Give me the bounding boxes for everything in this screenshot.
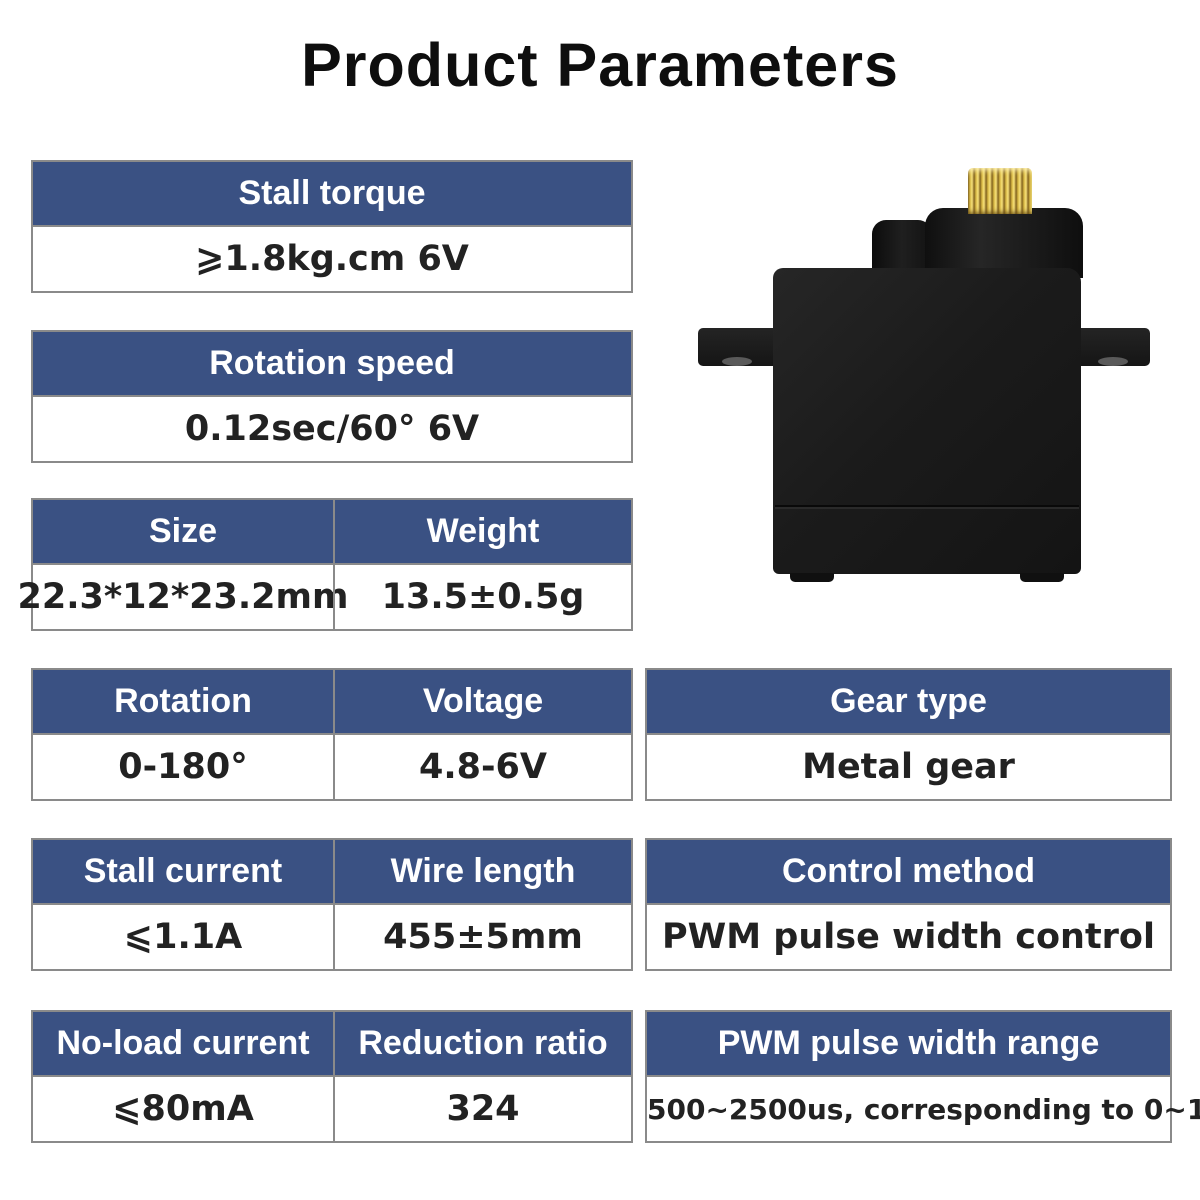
page-title: Product Parameters [301, 31, 899, 99]
pwm-pulse-width-range-table: PWM pulse width range 500~2500us, corres… [645, 1010, 1200, 1143]
servo-left-foot [790, 573, 834, 582]
size-header: Size [148, 512, 218, 550]
weight-header: Weight [333, 500, 631, 563]
control-method-header: Control method [781, 852, 1036, 890]
servo-motor-image [690, 160, 1160, 600]
voltage-value: 4.8-6V [333, 735, 631, 799]
voltage-header: Voltage [333, 670, 631, 733]
servo-right-screw-hole [1098, 357, 1128, 366]
stall-torque-value: ⩾1.8kg.cm 6V [195, 239, 469, 279]
reduction-ratio-header: Reduction ratio [333, 1012, 631, 1075]
servo-case-seam [775, 505, 1079, 507]
wire-length-header: Wire length [333, 840, 631, 903]
no-load-current-value: ⩽80mA [112, 1089, 254, 1129]
servo-main-gear-housing [925, 208, 1083, 278]
rotation-voltage-table: Rotation Voltage 0-180° 4.8-6V [31, 668, 633, 801]
stall-current-header: Stall current [83, 852, 283, 890]
stall-torque-header: Stall torque [238, 174, 426, 212]
wire-length-value: 455±5mm [333, 905, 631, 969]
size-value: 22.3*12*23.2mm [17, 577, 349, 617]
stall-torque-table: Stall torque ⩾1.8kg.cm 6V [31, 160, 633, 293]
control-method-value: PWM pulse width control [662, 917, 1155, 957]
stall-current-wire-length-table: Stall current Wire length ⩽1.1A 455±5mm [31, 838, 633, 971]
rotation-speed-value: 0.12sec/60° 6V [184, 409, 480, 449]
gear-type-table: Gear type Metal gear [645, 668, 1172, 801]
rotation-speed-table: Rotation speed 0.12sec/60° 6V [31, 330, 633, 463]
servo-brass-gear-shaft [968, 168, 1032, 214]
reduction-ratio-value: 324 [333, 1077, 631, 1141]
control-method-table: Control method PWM pulse width control [645, 838, 1172, 971]
servo-left-screw-hole [722, 357, 752, 366]
pwm-range-header: PWM pulse width range [717, 1024, 1100, 1062]
servo-right-foot [1020, 573, 1064, 582]
size-weight-table: Size Weight 22.3*12*23.2mm 13.5±0.5g [17, 498, 633, 631]
rotation-value: 0-180° [118, 747, 248, 787]
servo-body [773, 268, 1081, 574]
rotation-speed-header: Rotation speed [209, 344, 455, 382]
gear-type-header: Gear type [830, 682, 987, 720]
rotation-header: Rotation [114, 682, 252, 720]
gear-type-value: Metal gear [802, 747, 1015, 787]
no-load-current-reduction-ratio-table: No-load current Reduction ratio ⩽80mA 32… [31, 1010, 633, 1143]
no-load-current-header: No-load current [56, 1024, 310, 1062]
weight-value: 13.5±0.5g [333, 565, 631, 629]
stall-current-value: ⩽1.1A [123, 917, 243, 957]
pwm-range-value: 500~2500us, corresponding to 0~180° [647, 1092, 1200, 1126]
